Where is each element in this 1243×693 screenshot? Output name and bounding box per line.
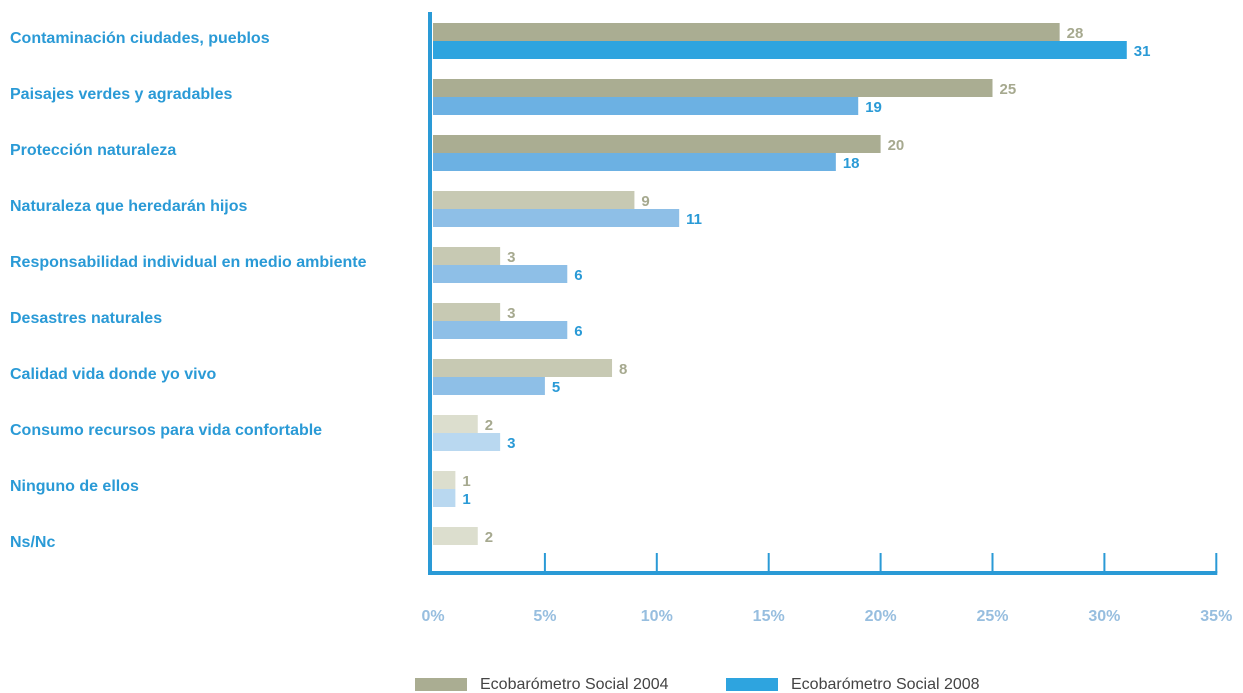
data-label-2008-proteccion-naturaleza: 18 xyxy=(843,155,860,172)
x-tick-label-20: 20% xyxy=(865,608,897,625)
bar-2008-ninguno-de-ellos xyxy=(433,489,456,507)
data-label-2004-calidad-vida-donde-yo-vivo: 8 xyxy=(619,361,627,378)
x-tick-label-25: 25% xyxy=(976,608,1008,625)
data-label-2004-proteccion-naturaleza: 20 xyxy=(888,137,905,154)
category-label-paisajes-verdes-y-agradables: Paisajes verdes y agradables xyxy=(10,86,232,103)
data-label-2004-ns-nc: 2 xyxy=(485,529,493,546)
plot-area: Contaminación ciudades, pueblos 2831Paisa… xyxy=(10,12,1232,625)
category-label-proteccion-naturaleza: Protección naturaleza xyxy=(10,142,176,159)
bar-2008-paisajes-verdes-y-agradables xyxy=(433,97,859,115)
bar-chart: Contaminación ciudades, pueblos 2831Paisa… xyxy=(10,12,1232,625)
data-label-2004-consumo-recursos-para-vida-confortable: 2 xyxy=(485,417,493,434)
data-label-2004-desastres-naturales: 3 xyxy=(507,305,515,322)
legend-swatch-2004 xyxy=(415,678,467,691)
data-label-2004-responsabilidad-individual-en-medio-ambiente: 3 xyxy=(507,249,515,266)
bar-2008-calidad-vida-donde-yo-vivo xyxy=(433,377,545,395)
data-label-2008-contaminacion-ciudades-pueblos: 31 xyxy=(1134,43,1151,60)
x-tick-label-0: 0% xyxy=(421,608,444,625)
category-label-responsabilidad-individual-en-medio-ambiente: Responsabilidad individual en medio ambi… xyxy=(10,254,367,271)
category-label-naturaleza-que-heredaran-hijos: Naturaleza que heredarán hijos xyxy=(10,198,248,215)
bar-2004-responsabilidad-individual-en-medio-ambiente xyxy=(433,247,501,265)
bar-2008-contaminacion-ciudades-pueblos xyxy=(433,41,1127,59)
data-label-2008-paisajes-verdes-y-agradables: 19 xyxy=(865,99,882,116)
data-label-2004-naturaleza-que-heredaran-hijos: 9 xyxy=(641,193,649,210)
x-tick-label-5: 5% xyxy=(533,608,556,625)
bar-2004-naturaleza-que-heredaran-hijos xyxy=(433,191,635,209)
x-tick-label-15: 15% xyxy=(753,608,785,625)
category-label-consumo-recursos-para-vida-confortable: Consumo recursos para vida confortable xyxy=(10,422,322,439)
data-label-2004-paisajes-verdes-y-agradables: 25 xyxy=(1000,81,1017,98)
data-label-2008-calidad-vida-donde-yo-vivo: 5 xyxy=(552,379,560,396)
bar-2004-ns-nc xyxy=(433,527,478,545)
category-label-calidad-vida-donde-yo-vivo: Calidad vida donde yo vivo xyxy=(10,366,216,383)
bar-2004-ninguno-de-ellos xyxy=(433,471,456,489)
bar-2008-responsabilidad-individual-en-medio-ambiente xyxy=(433,265,568,283)
data-label-2004-contaminacion-ciudades-pueblos: 28 xyxy=(1067,25,1084,42)
bar-2004-consumo-recursos-para-vida-confortable xyxy=(433,415,478,433)
bar-2004-paisajes-verdes-y-agradables xyxy=(433,79,993,97)
data-label-2008-ninguno-de-ellos: 1 xyxy=(462,491,470,508)
data-label-2004-ninguno-de-ellos: 1 xyxy=(462,473,470,490)
chart-legend: Ecobarómetro Social 2004 Ecobarómetro So… xyxy=(0,676,1243,693)
legend-label-2004: Ecobarómetro Social 2004 xyxy=(480,676,669,693)
category-label-contaminacion-ciudades-pueblos: Contaminación ciudades, pueblos xyxy=(10,30,270,47)
legend-swatch-2008 xyxy=(726,678,778,691)
data-label-2008-desastres-naturales: 6 xyxy=(574,323,582,340)
bar-2008-desastres-naturales xyxy=(433,321,568,339)
bar-2008-proteccion-naturaleza xyxy=(433,153,836,171)
category-label-ninguno-de-ellos: Ninguno de ellos xyxy=(10,478,139,495)
data-label-2008-naturaleza-que-heredaran-hijos: 11 xyxy=(686,211,702,228)
legend-item-2004: Ecobarómetro Social 2004 xyxy=(415,676,669,693)
bar-2004-calidad-vida-donde-yo-vivo xyxy=(433,359,613,377)
x-tick-label-30: 30% xyxy=(1088,608,1120,625)
data-label-2008-consumo-recursos-para-vida-confortable: 3 xyxy=(507,435,515,452)
bar-2004-contaminacion-ciudades-pueblos xyxy=(433,23,1060,41)
data-label-2008-responsabilidad-individual-en-medio-ambiente: 6 xyxy=(574,267,582,284)
bar-2004-proteccion-naturaleza xyxy=(433,135,881,153)
category-label-desastres-naturales: Desastres naturales xyxy=(10,310,162,327)
bar-2008-naturaleza-que-heredaran-hijos xyxy=(433,209,680,227)
x-tick-label-35: 35% xyxy=(1200,608,1232,625)
bar-2008-consumo-recursos-para-vida-confortable xyxy=(433,433,501,451)
x-tick-label-10: 10% xyxy=(641,608,673,625)
legend-label-2008: Ecobarómetro Social 2008 xyxy=(791,676,980,693)
legend-item-2008: Ecobarómetro Social 2008 xyxy=(726,676,980,693)
category-label-ns-nc: Ns/Nc xyxy=(10,534,55,551)
bar-2004-desastres-naturales xyxy=(433,303,501,321)
